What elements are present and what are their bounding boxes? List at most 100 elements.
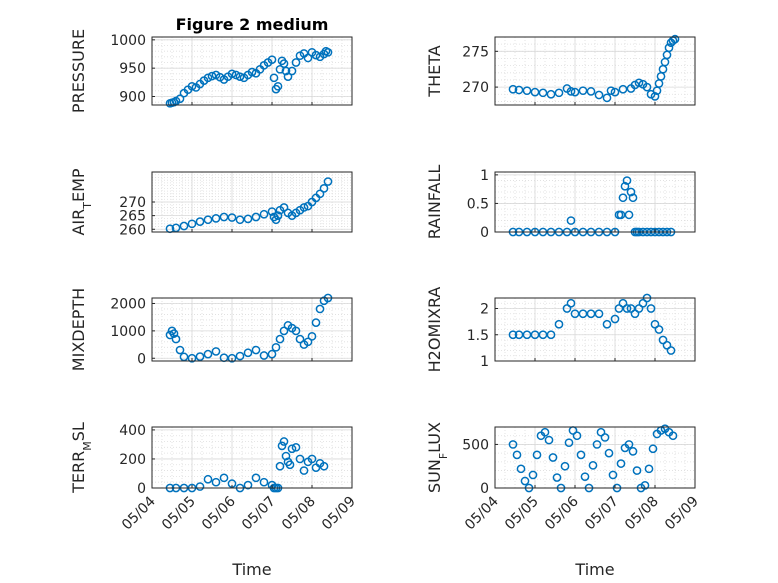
axes-box xyxy=(151,36,353,106)
data-point xyxy=(544,435,554,445)
data-point xyxy=(546,89,556,99)
axes-box xyxy=(494,297,696,362)
subplot-6: 1 1.5 2 H2OMIXRA xyxy=(425,287,696,372)
x-tick-label: 05/08 xyxy=(622,494,662,534)
data-point xyxy=(586,87,596,96)
data-point xyxy=(642,82,652,92)
data-point xyxy=(566,298,576,308)
subplot-5: 0 1000 2000 MIXDEPTH xyxy=(69,288,353,371)
x-tick-label: 05/07 xyxy=(239,494,279,534)
data-point xyxy=(530,87,540,97)
data-point xyxy=(616,459,626,468)
y-tick-label: 1.5 xyxy=(467,328,489,344)
data-point xyxy=(628,447,638,456)
x-axis-label-left: Time xyxy=(231,560,271,579)
y-axis-label: MIXDEPTH xyxy=(69,288,88,371)
data-point xyxy=(315,304,325,314)
data-point xyxy=(648,444,658,454)
data-point xyxy=(592,440,602,449)
x-tick-label: 05/06 xyxy=(199,493,239,533)
x-tick-label: 05/05 xyxy=(159,494,199,534)
data-point xyxy=(512,450,522,460)
data-point xyxy=(532,450,542,460)
data-point xyxy=(259,209,269,219)
y-tick-label: 275 xyxy=(462,44,489,60)
data-point xyxy=(281,451,291,461)
data-point xyxy=(247,67,257,77)
data-point xyxy=(295,454,305,464)
data-point xyxy=(546,330,556,340)
x-tick-label: 05/04 xyxy=(119,493,159,533)
data-point xyxy=(175,345,185,355)
y-axis-label: PRESSURE xyxy=(69,29,88,113)
data-point xyxy=(622,176,632,185)
data-point xyxy=(664,43,674,53)
x-tick-label: 05/07 xyxy=(582,494,622,534)
y-tick-label: 2 xyxy=(480,302,489,318)
x-tick-label: 05/09 xyxy=(319,494,359,534)
data-point xyxy=(211,214,221,223)
data-point xyxy=(668,431,678,441)
axes-box xyxy=(494,171,696,233)
data-point xyxy=(299,466,309,475)
data-point xyxy=(291,58,301,67)
data-point xyxy=(227,213,237,222)
data-point xyxy=(616,210,626,220)
data-point xyxy=(538,88,548,98)
data-point xyxy=(195,482,205,491)
data-point xyxy=(311,318,321,328)
data-point xyxy=(606,86,616,96)
data-point xyxy=(624,210,634,220)
data-point xyxy=(235,351,245,361)
data-point xyxy=(203,73,213,83)
ylabel-main: TERR xyxy=(69,451,88,494)
subplot-1: 900 950 1000 PRESSURE xyxy=(69,29,353,113)
data-point xyxy=(530,330,540,340)
subplot-7: 0 200 400 05/04 05/05 05/06 05/07 05/08 05/09 TER… xyxy=(69,422,359,533)
x-tick-label: 05/09 xyxy=(662,494,702,534)
y-tick-label: 0 xyxy=(137,351,146,367)
data-point xyxy=(508,330,518,340)
data-point xyxy=(560,461,570,471)
data-point xyxy=(227,353,237,363)
data-point xyxy=(311,463,321,473)
data-point xyxy=(311,50,321,60)
axes-box xyxy=(494,426,696,489)
data-point xyxy=(514,85,524,95)
data-point xyxy=(211,347,221,356)
y-tick-label: 260 xyxy=(119,222,146,238)
data-point xyxy=(307,454,317,464)
data-point xyxy=(227,69,237,79)
data-point xyxy=(259,351,269,360)
subplot-2: 270 275 THETA xyxy=(425,34,696,106)
data-point xyxy=(578,309,588,319)
data-point xyxy=(187,81,197,91)
data-point xyxy=(528,470,538,480)
data-point xyxy=(179,352,189,362)
data-point xyxy=(251,345,261,355)
data-point xyxy=(670,34,680,44)
data-point xyxy=(602,319,612,329)
data-point xyxy=(319,461,329,471)
data-point xyxy=(600,433,610,442)
data-point xyxy=(508,84,518,94)
data-point xyxy=(602,93,612,103)
data-point xyxy=(279,437,289,446)
data-point xyxy=(656,72,666,81)
data-point xyxy=(644,464,654,474)
data-point xyxy=(231,70,241,80)
data-point xyxy=(319,184,329,193)
ylabel-main: SUN xyxy=(425,459,444,493)
data-point xyxy=(654,325,664,334)
y-tick-label: 400 xyxy=(119,423,146,439)
data-point xyxy=(275,461,285,471)
y-tick-label: 1000 xyxy=(110,324,146,340)
data-point xyxy=(267,55,277,65)
data-point xyxy=(275,64,285,74)
data-point xyxy=(277,441,287,451)
data-point xyxy=(514,330,524,340)
data-point xyxy=(610,314,620,324)
y-tick-label: 270 xyxy=(462,80,489,96)
data-point xyxy=(281,66,291,76)
